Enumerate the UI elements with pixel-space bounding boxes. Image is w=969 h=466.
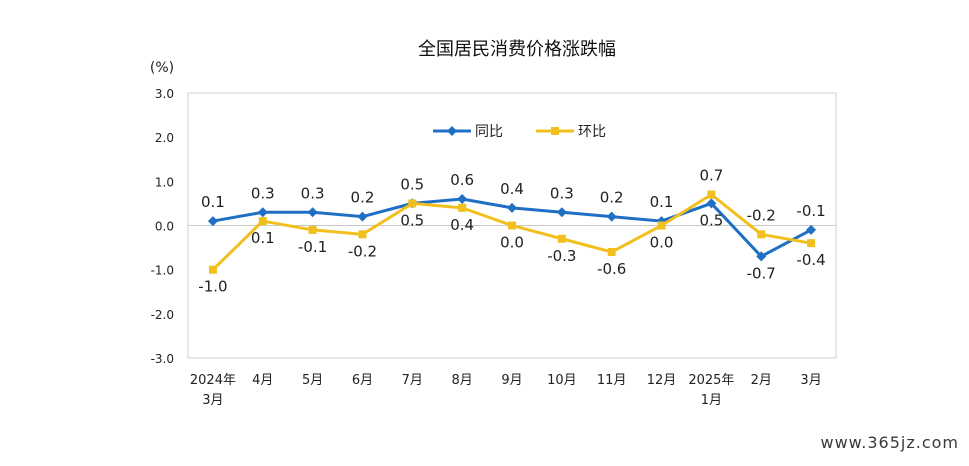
x-tick-label: 3月: [800, 373, 821, 388]
data-label: -0.1: [298, 238, 327, 256]
legend-swatch-marker: [447, 126, 457, 136]
data-point: [408, 199, 417, 208]
y-tick-label: 2.0: [155, 131, 174, 145]
data-label: 0.7: [699, 167, 723, 185]
data-point: [458, 203, 467, 212]
data-label: 0.1: [650, 193, 674, 211]
data-point: [607, 248, 616, 256]
data-point: [807, 239, 816, 248]
y-axis-ticks: 3.0 2.0 1.0 0.0 -1.0 -2.0 -3.0: [151, 87, 174, 366]
data-label: 0.0: [500, 234, 524, 252]
watermark-text: www.365jz.com: [820, 433, 959, 452]
data-label: -0.3: [547, 247, 576, 265]
x-tick-label: 2024年: [190, 373, 236, 388]
legend-label: 环比: [578, 124, 606, 140]
data-point: [706, 198, 717, 209]
data-label: 0.4: [450, 216, 474, 234]
data-label: 0.2: [600, 189, 624, 207]
x-tick-label: 11月: [597, 373, 627, 388]
data-point: [508, 221, 516, 230]
y-axis-unit-label: (%): [150, 60, 174, 76]
y-tick-label: 0.0: [155, 220, 174, 234]
data-point: [307, 207, 318, 218]
data-point: [507, 202, 517, 213]
data-point: [457, 194, 468, 204]
data-label: 0.4: [500, 180, 524, 198]
data-point: [556, 207, 567, 218]
data-point: [207, 216, 218, 227]
data-point: [358, 230, 367, 239]
data-point: [707, 190, 716, 199]
data-label: -0.4: [796, 251, 825, 269]
x-tick-label: 2月: [751, 373, 772, 388]
data-label: 0.5: [400, 211, 424, 229]
data-label: -0.6: [597, 260, 626, 278]
x-tick-label: 6月: [352, 373, 373, 388]
data-point: [806, 224, 817, 235]
x-tick-label: 8月: [452, 373, 473, 388]
x-tick-label: 3月: [202, 393, 223, 408]
legend-label: 同比: [475, 124, 503, 140]
data-point: [257, 207, 268, 218]
data-label: 0.3: [301, 184, 325, 202]
legend-swatch-marker: [551, 127, 559, 135]
data-label: 0.3: [550, 184, 574, 202]
x-tick-label: 7月: [402, 373, 423, 388]
x-tick-label: 1月: [701, 393, 722, 408]
data-label: 0.5: [699, 211, 723, 229]
y-tick-label: -1.0: [151, 264, 174, 278]
y-tick-label: 3.0: [155, 87, 174, 101]
x-axis-ticks: 2024年 3月 4月 5月 6月 7月 8月 9月 10月 11月 12月 2025年 1月 2月 3月: [190, 373, 822, 408]
y-tick-label: -3.0: [151, 352, 174, 366]
data-label: 0.2: [351, 189, 375, 207]
data-label: 0.3: [251, 184, 275, 202]
data-point: [606, 211, 617, 222]
data-point: [258, 217, 267, 226]
data-point: [208, 265, 217, 274]
y-tick-label: 1.0: [155, 175, 174, 189]
series-layer: 0.1 -1.0 0.3 0.1 0.3 -0.1 0.2 -0.2 0.5 0.5 0.6 0.4 0…: [198, 167, 825, 296]
x-tick-label: 4月: [252, 373, 273, 388]
data-point: [557, 234, 566, 243]
x-tick-label: 10月: [547, 373, 577, 388]
data-label: 0.1: [251, 229, 275, 247]
data-label: -0.2: [747, 206, 776, 224]
data-label: -0.1: [796, 202, 825, 220]
chart-title: 全国居民消费价格涨跌幅: [418, 39, 616, 60]
data-point: [756, 251, 767, 262]
x-tick-label: 12月: [647, 373, 677, 388]
data-label: -0.2: [348, 242, 377, 260]
data-label: 0.1: [201, 193, 225, 211]
data-label: 0.6: [450, 171, 474, 189]
data-label: 0.0: [650, 234, 674, 252]
data-point: [657, 221, 666, 230]
x-tick-label: 5月: [302, 373, 323, 388]
y-tick-label: -2.0: [151, 308, 174, 322]
data-point: [308, 225, 317, 234]
legend: 同比 环比: [433, 124, 606, 140]
x-tick-label: 2025年: [688, 373, 734, 388]
data-label: -1.0: [198, 278, 227, 296]
x-tick-label: 9月: [501, 373, 522, 388]
data-label: 0.5: [400, 175, 424, 193]
data-point: [757, 230, 766, 239]
data-label: -0.7: [747, 264, 776, 282]
data-point: [357, 211, 368, 222]
